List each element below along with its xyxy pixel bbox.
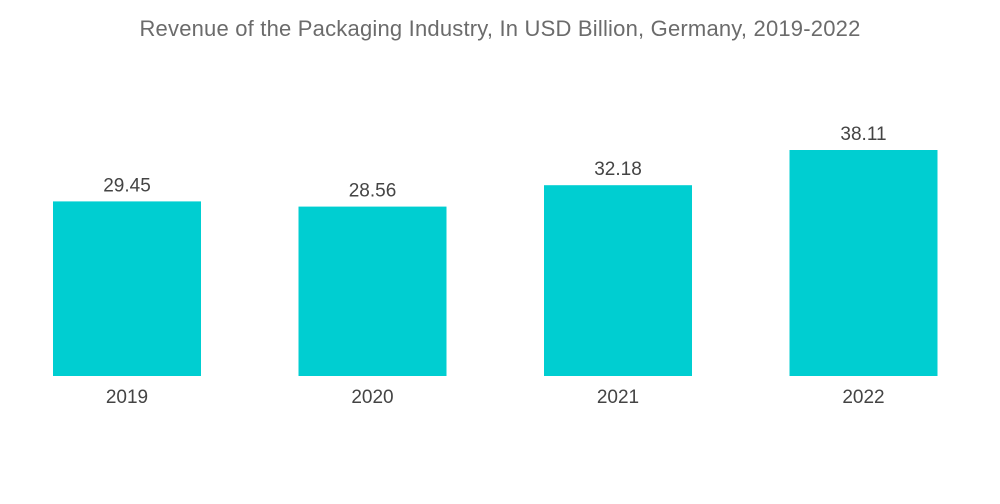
data-label-2020: 28.56 xyxy=(349,181,397,202)
data-label-2021: 32.18 xyxy=(594,159,642,180)
data-label-2022: 38.11 xyxy=(840,124,886,145)
bar-2021 xyxy=(544,185,692,376)
bar-2022 xyxy=(789,150,938,376)
x-tick-label-2020: 2020 xyxy=(351,387,393,408)
data-label-2019: 29.45 xyxy=(103,175,151,196)
x-tick-label-2021: 2021 xyxy=(597,387,639,408)
chart-title: Revenue of the Packaging Industry, In US… xyxy=(139,16,861,41)
value-labels-layer: 29.45 28.56 32.18 38.11 xyxy=(103,124,886,202)
x-tick-label-2019: 2019 xyxy=(106,387,148,408)
bar-2019 xyxy=(53,201,201,376)
bar-2020 xyxy=(298,206,447,376)
x-tick-labels-layer: 2019 2020 2021 2022 xyxy=(106,387,885,408)
bars-layer xyxy=(53,150,938,376)
x-tick-label-2022: 2022 xyxy=(842,387,884,408)
